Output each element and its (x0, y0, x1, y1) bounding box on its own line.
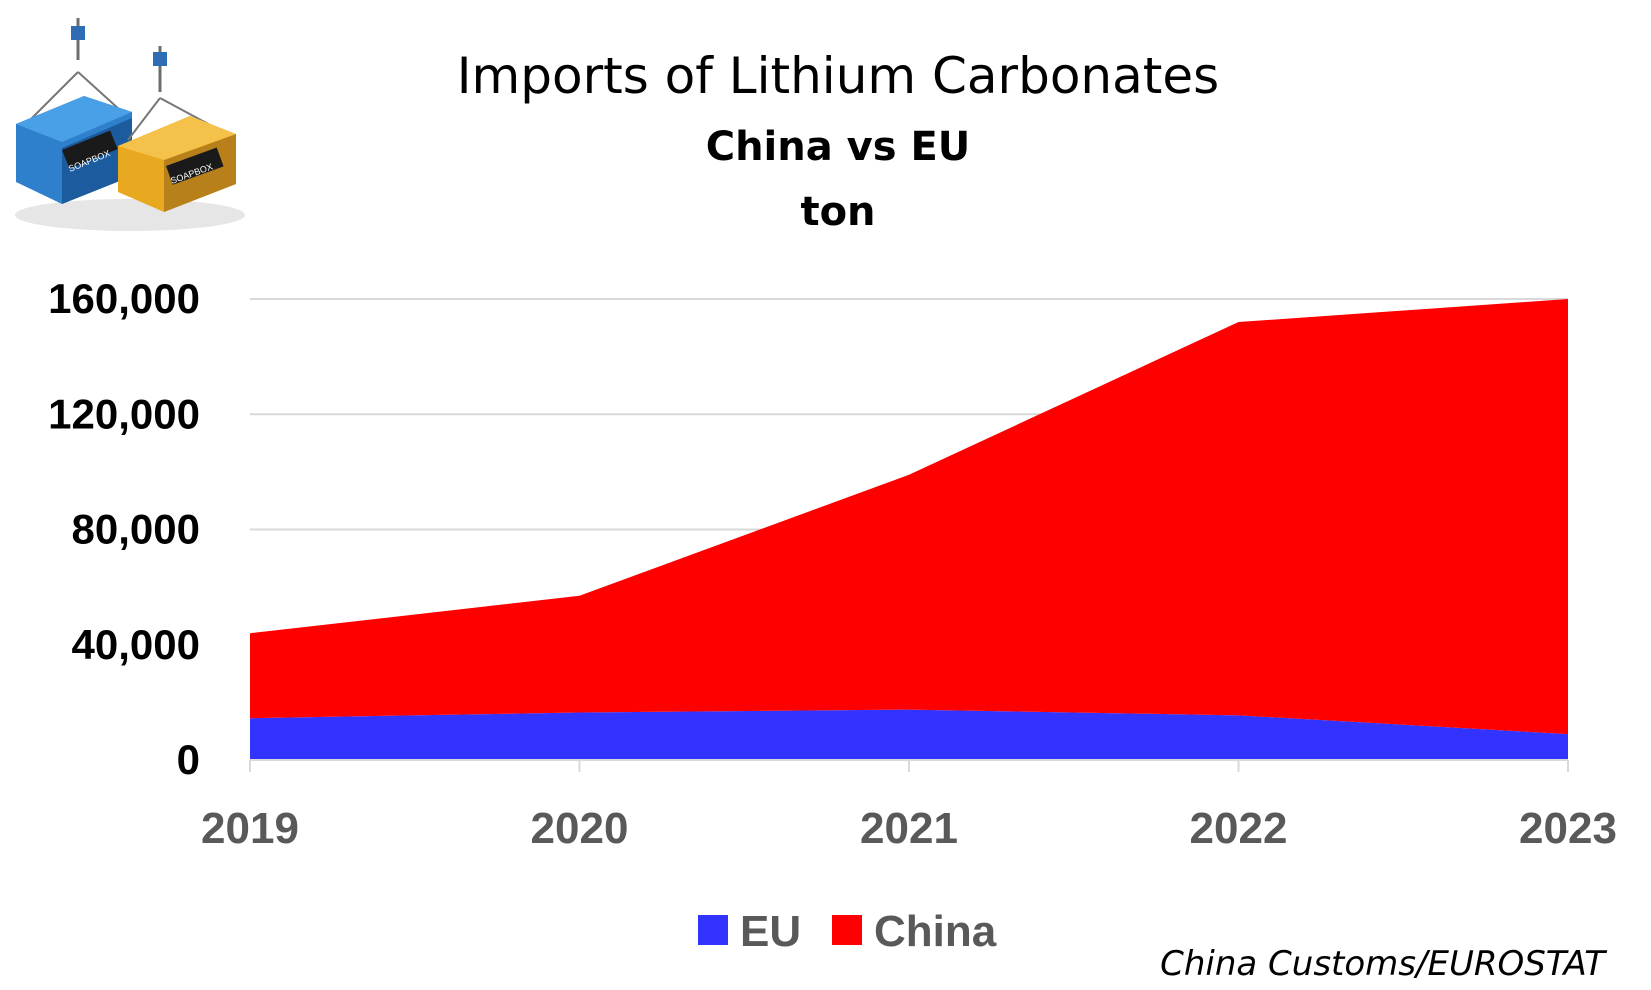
x-tick-label: 2022 (1190, 804, 1288, 853)
source-note: China Customs/EUROSTAT (1160, 944, 1607, 984)
legend-swatch-eu (698, 915, 728, 945)
y-tick-label: 0 (177, 736, 200, 783)
x-tick-label: 2020 (531, 804, 629, 853)
y-tick-label: 160,000 (48, 275, 200, 322)
x-tick-label: 2019 (201, 804, 299, 853)
chart-unit: ton (800, 189, 875, 235)
area-series-eu (250, 709, 1568, 760)
area-series-china (250, 299, 1568, 735)
chart-title: Imports of Lithium Carbonates (457, 47, 1219, 105)
legend-swatch-china (832, 915, 862, 945)
x-axis-ticks: 2019 2020 2021 2022 2023 (201, 804, 1617, 853)
y-tick-label: 80,000 (72, 506, 200, 553)
y-tick-label: 40,000 (72, 621, 200, 668)
x-tick-label: 2023 (1519, 804, 1617, 853)
legend: EU China (698, 907, 997, 956)
axes (249, 759, 1569, 772)
shipping-containers-logo-icon: SOAPBOX SOAPBOX (15, 18, 245, 231)
y-tick-label: 120,000 (48, 390, 200, 437)
areas (250, 299, 1568, 760)
legend-label-eu: EU (740, 907, 801, 956)
legend-label-china: China (874, 907, 997, 956)
chart-subtitle: China vs EU (706, 124, 971, 170)
y-axis-ticks: 0 40,000 80,000 120,000 160,000 (48, 275, 200, 783)
x-tick-label: 2021 (860, 804, 958, 853)
